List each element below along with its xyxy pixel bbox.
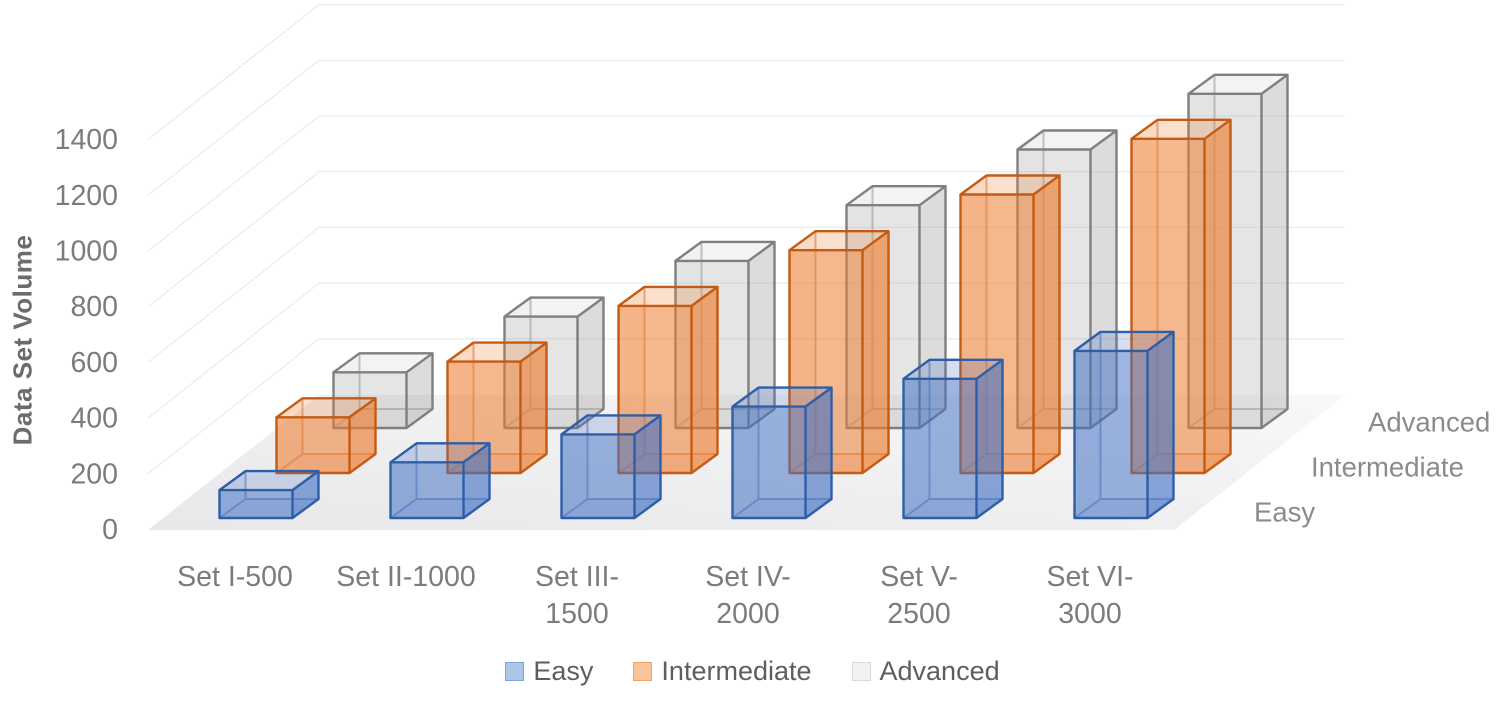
legend: Easy Intermediate Advanced — [0, 650, 1505, 692]
bar-easy-set-ii-1000 — [389, 442, 491, 520]
bar-easy-set-iii-1500 — [560, 414, 662, 520]
bar-intermediate-set-iii-1500 — [617, 285, 719, 475]
y-tick-label-600: 600 — [70, 347, 118, 379]
series-row-intermediate — [275, 118, 1232, 475]
gridline-1200 — [147, 59, 1345, 196]
legend-label-intermediate: Intermediate — [661, 655, 812, 686]
y-tick-label-200: 200 — [70, 458, 118, 490]
category-label-6: 3000 — [1058, 598, 1121, 630]
category-label-4: Set IV- — [705, 561, 791, 593]
depth-label-easy: Easy — [1254, 497, 1315, 528]
y-axis-tick-labels: 0 200 400 600 800 1000 1200 1400 — [55, 124, 118, 546]
legend-swatch-easy — [505, 661, 525, 681]
bar-intermediate-set-i-500 — [275, 397, 377, 475]
bar-intermediate-set-ii-1000 — [446, 341, 548, 475]
category-label-2: Set II-1000 — [336, 561, 475, 593]
gridline-800 — [147, 171, 1345, 308]
y-axis-title: Data Set Volume — [7, 234, 38, 446]
legend-label-advanced: Advanced — [879, 655, 1000, 686]
gridlines — [147, 3, 1345, 475]
y-tick-label-0: 0 — [102, 514, 118, 546]
y-tick-label-1000: 1000 — [55, 236, 118, 268]
y-tick-label-400: 400 — [70, 403, 118, 435]
legend-item-easy: Easy — [505, 656, 593, 687]
category-label-3: 1500 — [545, 598, 608, 630]
legend-item-intermediate: Intermediate — [633, 655, 812, 687]
legend-swatch-intermediate — [633, 661, 653, 681]
category-labels: Set I-500 Set II-1000 Set III- 1500 Set IV- 2… — [177, 561, 1133, 630]
category-label-6: Set VI- — [1046, 561, 1133, 593]
legend-swatch-advanced — [851, 661, 871, 681]
gridline-1400 — [147, 3, 1345, 141]
depth-label-advanced: Advanced — [1368, 407, 1490, 438]
category-label-3: Set III- — [535, 561, 619, 593]
y-tick-label-1400: 1400 — [55, 124, 118, 156]
series-row-easy — [218, 330, 1175, 520]
depth-axis-labels: Easy Intermediate Advanced — [1254, 407, 1490, 528]
bar-easy-set-vi-3000 — [1073, 330, 1175, 520]
bar-easy-set-iv-2000 — [731, 386, 833, 520]
category-label-1: Set I-500 — [177, 561, 293, 593]
legend-label-easy: Easy — [533, 655, 594, 686]
bar-easy-set-v-2500 — [902, 358, 1004, 520]
depth-label-intermediate: Intermediate — [1311, 452, 1464, 483]
y-tick-label-1200: 1200 — [55, 180, 118, 212]
category-label-4: 2000 — [716, 598, 779, 630]
gridline-1000 — [147, 115, 1345, 252]
category-label-5: Set V- — [880, 561, 958, 593]
y-tick-label-800: 800 — [70, 291, 118, 323]
bar-easy-set-i-500 — [218, 469, 320, 520]
bars — [218, 73, 1289, 520]
bar-intermediate-set-v-2500 — [959, 174, 1061, 475]
legend-item-advanced: Advanced — [851, 655, 1000, 687]
category-label-5: 2500 — [887, 598, 950, 630]
